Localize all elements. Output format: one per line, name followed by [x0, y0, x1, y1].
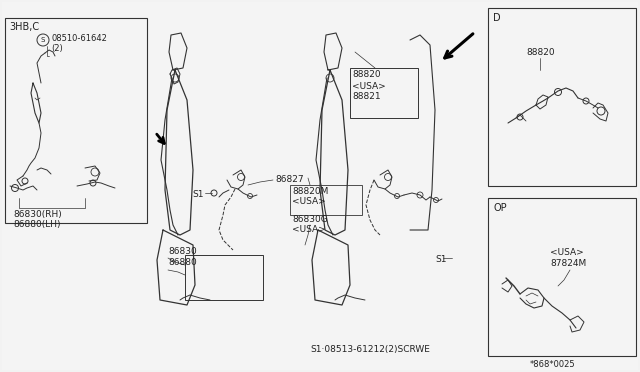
Text: 86827: 86827 — [275, 175, 303, 184]
Text: 88821: 88821 — [352, 92, 381, 101]
Text: 86880: 86880 — [168, 258, 196, 267]
Text: *868*0025: *868*0025 — [529, 360, 575, 369]
Bar — [488, 8, 636, 186]
Text: 86880(LH): 86880(LH) — [13, 220, 61, 229]
Text: 88820M: 88820M — [292, 187, 328, 196]
Text: 86830G: 86830G — [292, 215, 328, 224]
Text: D: D — [493, 13, 500, 23]
Text: 88820: 88820 — [526, 48, 555, 57]
Text: 87824M: 87824M — [550, 259, 586, 268]
Text: 86830: 86830 — [168, 247, 196, 256]
Text: S1: S1 — [192, 190, 204, 199]
Text: S1: S1 — [435, 255, 447, 264]
Bar — [5, 18, 147, 223]
Text: S: S — [41, 37, 45, 43]
Bar — [185, 255, 263, 300]
Text: <USA>: <USA> — [352, 82, 386, 91]
Text: 3HB,C: 3HB,C — [9, 22, 39, 32]
Bar — [350, 68, 418, 118]
Text: <USA>: <USA> — [292, 225, 326, 234]
Text: 08510-61642: 08510-61642 — [51, 34, 107, 43]
Text: 86830(RH): 86830(RH) — [13, 210, 61, 219]
Text: 88820: 88820 — [352, 70, 381, 79]
Text: S1·08513-61212(2)SCRWE: S1·08513-61212(2)SCRWE — [310, 345, 430, 354]
Text: OP: OP — [493, 203, 507, 213]
Text: <USA>: <USA> — [550, 248, 584, 257]
Bar — [488, 198, 636, 356]
Bar — [290, 185, 362, 215]
Text: (2): (2) — [51, 44, 63, 53]
Text: <USA>: <USA> — [292, 197, 326, 206]
